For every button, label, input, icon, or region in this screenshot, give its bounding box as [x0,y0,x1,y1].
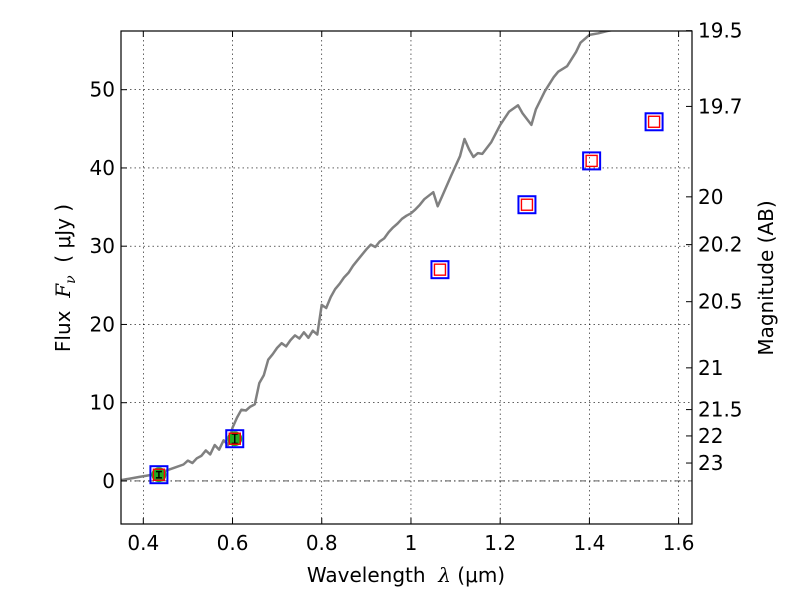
x-tick-label: 0.8 [306,531,338,555]
x-tick-label: 1.6 [663,531,695,555]
y-tick-label: 40 [90,156,115,180]
model-point-outer [644,112,664,132]
model-point-outer [517,195,537,215]
magnitude-tick-label: 21.5 [698,398,743,422]
y-tick-label: 10 [90,391,115,415]
model-point-inner [433,263,447,276]
magnitude-tick-label: 23 [698,451,723,475]
magnitude-tick-label: 19.7 [698,94,743,118]
y-tick-label: 20 [90,312,115,336]
x-tick-label: 0.6 [217,531,249,555]
axis-ticks [121,30,692,524]
model-point-inner [647,115,661,128]
magnitude-tick-label: 21 [698,356,723,380]
y-tick-labels: 0 10 20 30 40 50 [90,78,115,493]
model-point-outer [225,429,245,449]
model-spectrum-line [121,31,615,482]
x-tick-label: 1.2 [484,531,516,555]
magnitude-tick-label: 19.5 [698,19,743,43]
magnitude-tick-labels: 19.5 19.7 20 20.2 20.5 21 21.522 23 [698,19,743,475]
model-point-outer [582,151,602,171]
x-tick-label: 1 [405,531,418,555]
x-axis-label: Wavelength λ (μm) [307,563,505,587]
plot-frame [120,30,693,525]
photometry-points [149,112,664,485]
y-tick-label: 0 [102,469,115,493]
magnitude-tick-label: 20.2 [698,233,743,257]
model-point-inner [152,468,166,481]
model-point-inner [228,432,241,445]
x-tick-labels: 0.4 0.6 0.8 1 1.2 1.4 1.6 [127,531,694,555]
y-tick-label: 50 [90,78,115,102]
model-point-outer [430,260,450,280]
model-point-inner [585,154,598,168]
magnitude-axis-label: Magnitude (AB) [754,200,778,355]
magnitude-tick-label: 20 [698,185,723,209]
model-point-inner [520,198,534,211]
y-axis-label: Flux Fν ( μJy ) [51,204,79,352]
plot-area [121,31,664,485]
y-tick-label: 30 [90,234,115,258]
magnitude-tick-label: 22 [698,424,723,448]
model-point-outer [149,465,169,485]
magnitude-tick-label: 20.5 [698,290,743,314]
x-tick-label: 1.4 [573,531,605,555]
x-tick-label: 0.4 [127,531,159,555]
